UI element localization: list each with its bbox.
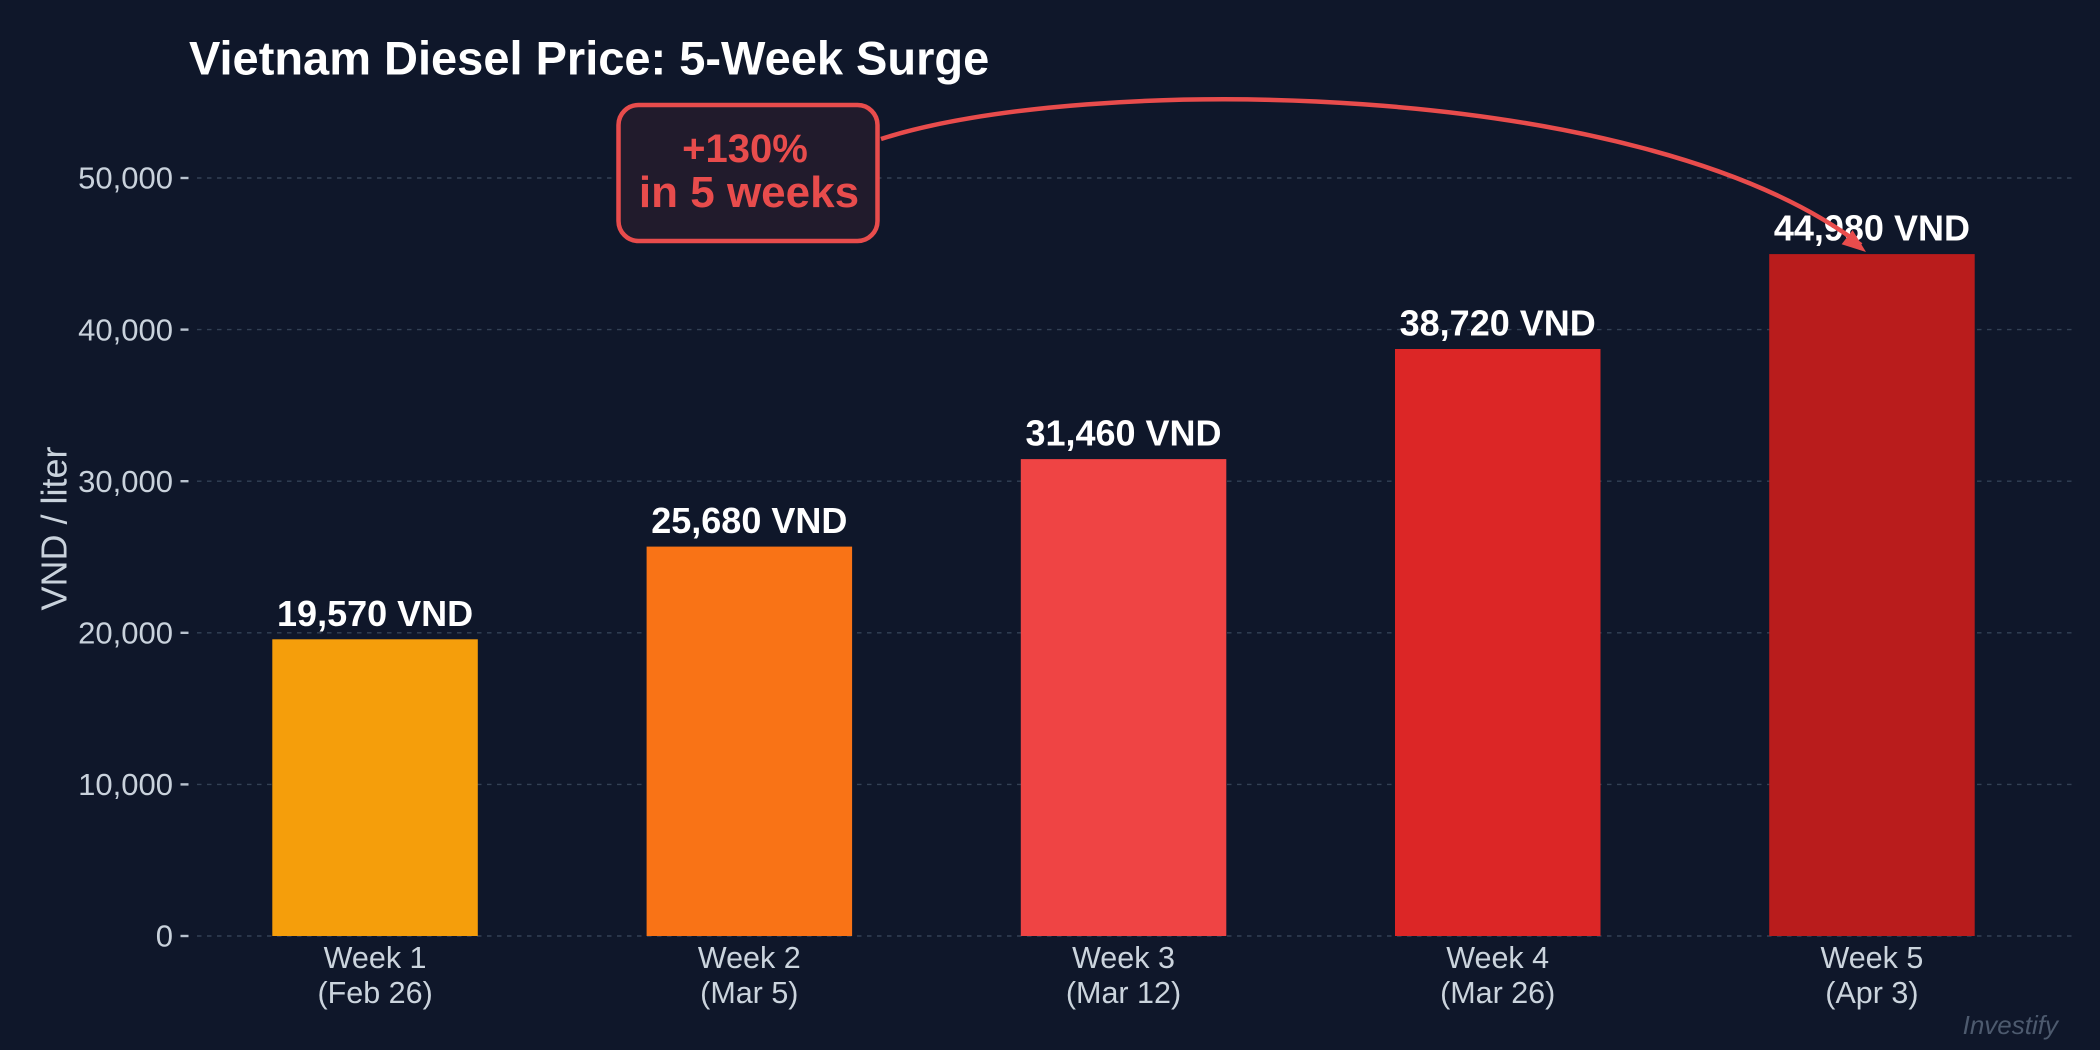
svg-text:40,000: 40,000 bbox=[78, 312, 173, 347]
svg-text:in 5 weeks: in 5 weeks bbox=[639, 168, 859, 217]
svg-text:(Mar 12): (Mar 12) bbox=[1066, 976, 1181, 1010]
svg-text:20,000: 20,000 bbox=[78, 616, 173, 651]
svg-text:Investify: Investify bbox=[1963, 1010, 2060, 1040]
svg-text:Week 1: Week 1 bbox=[324, 941, 427, 975]
svg-text:(Mar 26): (Mar 26) bbox=[1440, 976, 1555, 1010]
svg-text:(Mar 5): (Mar 5) bbox=[700, 976, 798, 1010]
svg-text:31,460 VND: 31,460 VND bbox=[1025, 413, 1221, 454]
svg-text:50,000: 50,000 bbox=[78, 161, 173, 196]
svg-text:30,000: 30,000 bbox=[78, 464, 173, 499]
svg-text:(Feb 26): (Feb 26) bbox=[317, 976, 432, 1010]
svg-text:19,570 VND: 19,570 VND bbox=[277, 593, 473, 634]
svg-text:0: 0 bbox=[156, 919, 173, 954]
svg-text:(Apr 3): (Apr 3) bbox=[1825, 976, 1918, 1010]
svg-text:Week 3: Week 3 bbox=[1072, 941, 1175, 975]
svg-text:Vietnam Diesel Price: 5-Week S: Vietnam Diesel Price: 5-Week Surge bbox=[189, 32, 989, 85]
svg-text:Week 4: Week 4 bbox=[1446, 941, 1549, 975]
svg-text:VND / liter: VND / liter bbox=[34, 446, 75, 610]
svg-text:38,720 VND: 38,720 VND bbox=[1400, 303, 1596, 344]
svg-text:25,680 VND: 25,680 VND bbox=[651, 500, 847, 541]
svg-text:Week 2: Week 2 bbox=[698, 941, 801, 975]
svg-text:10,000: 10,000 bbox=[78, 767, 173, 802]
svg-text:44,980 VND: 44,980 VND bbox=[1774, 208, 1970, 249]
svg-text:+130%: +130% bbox=[682, 127, 808, 171]
svg-text:Week 5: Week 5 bbox=[1820, 941, 1923, 975]
